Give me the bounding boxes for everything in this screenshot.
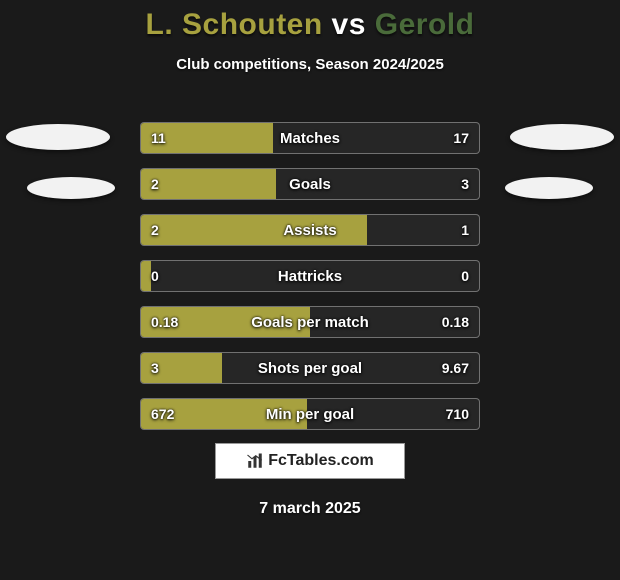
player2-photo-placeholder-2	[505, 177, 593, 199]
stat-row: Assists21	[140, 214, 480, 246]
stat-fill-left	[141, 261, 151, 291]
bar-chart-icon	[246, 452, 264, 470]
stat-fill-left	[141, 215, 367, 245]
stat-value-right: 710	[446, 399, 469, 429]
stat-fill-left	[141, 399, 307, 429]
date-label: 7 march 2025	[0, 500, 620, 518]
stat-fill-left	[141, 169, 276, 199]
player1-name: L. Schouten	[146, 8, 323, 41]
stats-container: Matches1117 Goals23 Assists21 Hattricks0 0 Go…	[140, 122, 480, 444]
stat-row: Goals23	[140, 168, 480, 200]
stat-value-right: 9.67	[442, 353, 469, 383]
player1-photo-placeholder-1	[6, 124, 110, 150]
stat-row: Min per goal672710	[140, 398, 480, 430]
player2-name: Gerold	[375, 8, 475, 41]
stat-row: Hattricks0 0	[140, 260, 480, 292]
subtitle: Club competitions, Season 2024/2025	[0, 56, 620, 73]
stat-label: Hattricks	[141, 261, 479, 291]
stat-fill-left	[141, 123, 273, 153]
stat-value-right: 0.18	[442, 307, 469, 337]
stat-row: Shots per goal39.67	[140, 352, 480, 384]
player2-photo-placeholder-1	[510, 124, 614, 150]
stat-value-left: 0	[151, 261, 159, 291]
stat-value-right: 1	[461, 215, 469, 245]
vs-label: vs	[332, 8, 366, 41]
stat-row: Goals per match0.180.18	[140, 306, 480, 338]
player1-photo-placeholder-2	[27, 177, 115, 199]
stat-value-right: 0	[461, 261, 469, 291]
stat-row: Matches1117	[140, 122, 480, 154]
stat-fill-left	[141, 307, 310, 337]
stat-value-right: 17	[453, 123, 469, 153]
branding-text: FcTables.com	[268, 452, 374, 470]
stat-value-right: 3	[461, 169, 469, 199]
stat-fill-left	[141, 353, 222, 383]
comparison-title: L. Schouten vs Gerold	[0, 0, 620, 42]
branding-box: FcTables.com	[215, 443, 405, 479]
